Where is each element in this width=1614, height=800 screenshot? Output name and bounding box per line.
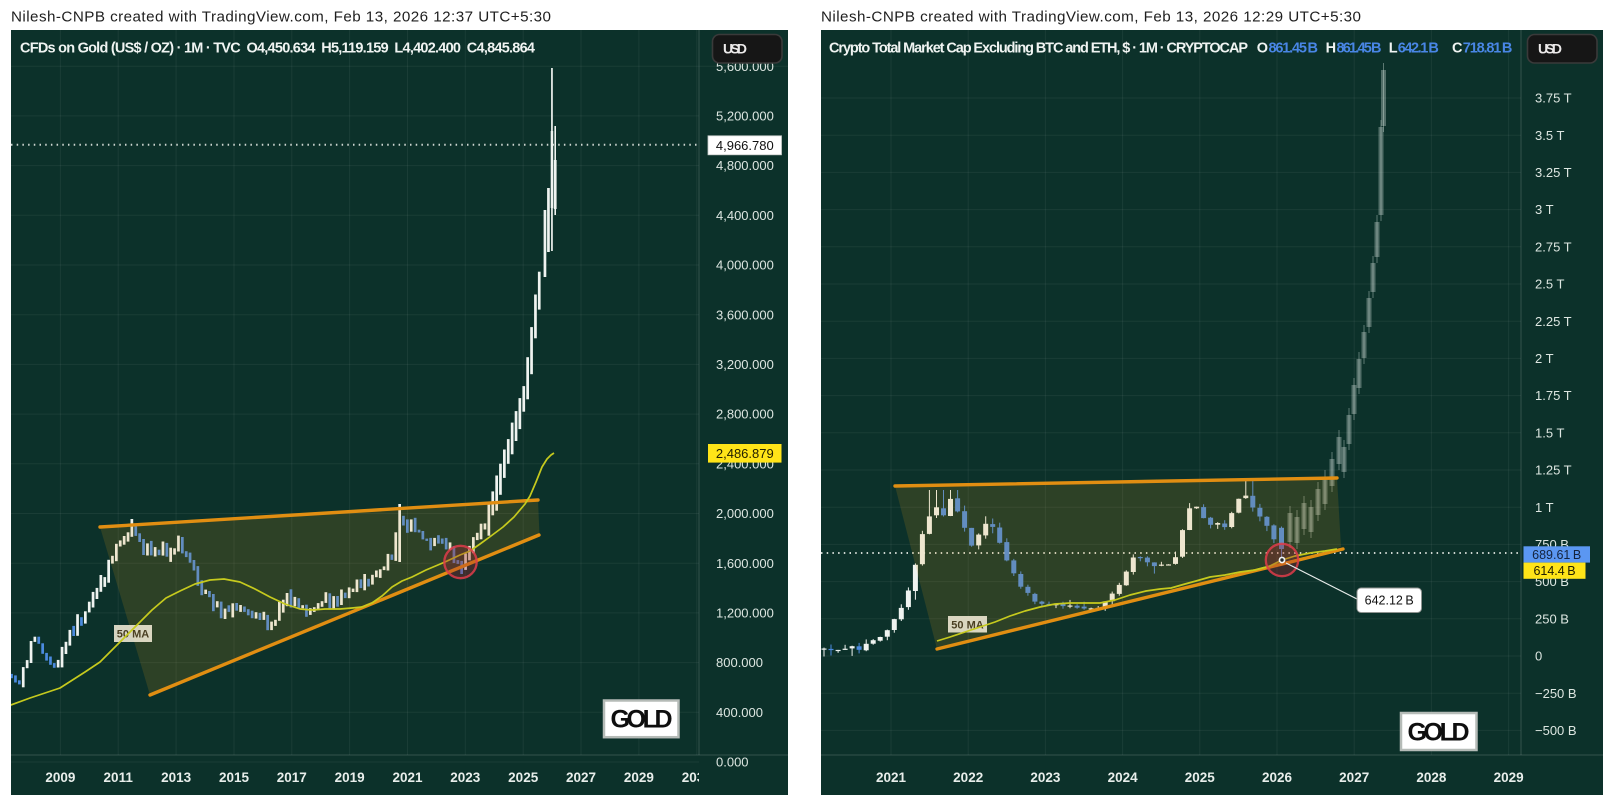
- svg-text:2022: 2022: [953, 770, 983, 785]
- svg-text:2031: 2031: [682, 770, 713, 785]
- svg-text:GOLD: GOLD: [611, 706, 673, 734]
- svg-text:O: O: [1257, 41, 1268, 57]
- svg-text:2015: 2015: [219, 770, 250, 785]
- svg-text:3.75 T: 3.75 T: [1535, 91, 1572, 106]
- svg-text:2017: 2017: [277, 770, 307, 785]
- svg-text:2021: 2021: [392, 770, 423, 785]
- svg-text:5,200.000: 5,200.000: [716, 109, 774, 124]
- svg-text:4,800.000: 4,800.000: [716, 158, 774, 173]
- svg-text:2.25 T: 2.25 T: [1535, 314, 1572, 329]
- svg-text:50 MA: 50 MA: [117, 629, 149, 641]
- svg-text:3.25 T: 3.25 T: [1535, 165, 1572, 180]
- svg-text:800.000: 800.000: [716, 655, 763, 670]
- svg-text:2027: 2027: [1339, 770, 1369, 785]
- svg-text:689.61 B: 689.61 B: [1532, 548, 1581, 562]
- svg-text:USD: USD: [1538, 41, 1562, 57]
- svg-text:C: C: [1452, 41, 1463, 57]
- svg-text:4,000.000: 4,000.000: [716, 258, 774, 273]
- svg-text:642.1 B: 642.1 B: [1398, 41, 1439, 57]
- svg-text:1.75 T: 1.75 T: [1535, 388, 1572, 403]
- svg-text:2027: 2027: [566, 770, 596, 785]
- svg-text:2019: 2019: [335, 770, 365, 785]
- svg-text:250 B: 250 B: [1535, 611, 1569, 626]
- svg-text:2009: 2009: [45, 770, 75, 785]
- svg-text:3,200.000: 3,200.000: [716, 357, 774, 372]
- svg-text:1 T: 1 T: [1535, 500, 1554, 515]
- svg-text:−500 B: −500 B: [1535, 723, 1577, 738]
- svg-text:614.4 B: 614.4 B: [1533, 564, 1575, 578]
- svg-text:Nilesh-CNPB created with Tradi: Nilesh-CNPB created with TradingView.com…: [821, 9, 1361, 26]
- svg-text:−250 B: −250 B: [1535, 686, 1577, 701]
- svg-text:USD: USD: [723, 41, 747, 57]
- svg-text:861.45 B: 861.45 B: [1337, 41, 1382, 57]
- svg-text:4,400.000: 4,400.000: [716, 208, 774, 223]
- svg-text:Crypto Total Market Cap Exclud: Crypto Total Market Cap Excluding BTC an…: [829, 41, 1248, 57]
- svg-text:2021: 2021: [876, 770, 907, 785]
- svg-text:718.81 B: 718.81 B: [1463, 41, 1513, 57]
- svg-text:2023: 2023: [1030, 770, 1061, 785]
- svg-text:2025: 2025: [1185, 770, 1216, 785]
- svg-text:2 T: 2 T: [1535, 351, 1554, 366]
- svg-text:0.000: 0.000: [716, 755, 749, 770]
- svg-text:3.5 T: 3.5 T: [1535, 128, 1564, 143]
- svg-text:2024: 2024: [1108, 770, 1139, 785]
- svg-text:CFDs on Gold (US$ / OZ) · 1M ·: CFDs on Gold (US$ / OZ) · 1M · TVC O4,45…: [20, 41, 535, 57]
- svg-text:0: 0: [1535, 649, 1542, 664]
- svg-text:2.75 T: 2.75 T: [1535, 239, 1572, 254]
- svg-text:3 T: 3 T: [1535, 202, 1554, 217]
- svg-text:1.25 T: 1.25 T: [1535, 463, 1572, 478]
- svg-text:2025: 2025: [508, 770, 539, 785]
- svg-text:2023: 2023: [450, 770, 481, 785]
- svg-text:642.12 B: 642.12 B: [1365, 594, 1414, 608]
- svg-text:3,600.000: 3,600.000: [716, 307, 774, 322]
- svg-text:GOLD: GOLD: [1408, 719, 1470, 747]
- svg-text:1.5 T: 1.5 T: [1535, 425, 1564, 440]
- svg-text:2028: 2028: [1416, 770, 1447, 785]
- svg-text:400.000: 400.000: [716, 705, 763, 720]
- svg-text:H: H: [1326, 41, 1336, 57]
- svg-text:2,800.000: 2,800.000: [716, 407, 774, 422]
- svg-text:2,000.000: 2,000.000: [716, 506, 774, 521]
- svg-text:Nilesh-CNPB created with Tradi: Nilesh-CNPB created with TradingView.com…: [11, 9, 551, 26]
- svg-text:861.45 B: 861.45 B: [1269, 41, 1319, 57]
- svg-text:L: L: [1389, 41, 1398, 57]
- svg-text:50 MA: 50 MA: [951, 620, 983, 632]
- svg-text:2029: 2029: [624, 770, 654, 785]
- svg-text:1,200.000: 1,200.000: [716, 606, 774, 621]
- svg-text:2011: 2011: [104, 770, 134, 785]
- svg-text:2.5 T: 2.5 T: [1535, 277, 1564, 292]
- svg-text:2,486.879: 2,486.879: [716, 446, 774, 461]
- svg-text:4,966.780: 4,966.780: [716, 138, 774, 153]
- svg-text:2013: 2013: [161, 770, 192, 785]
- svg-text:2026: 2026: [1262, 770, 1293, 785]
- svg-text:2029: 2029: [1494, 770, 1524, 785]
- svg-text:1,600.000: 1,600.000: [716, 556, 774, 571]
